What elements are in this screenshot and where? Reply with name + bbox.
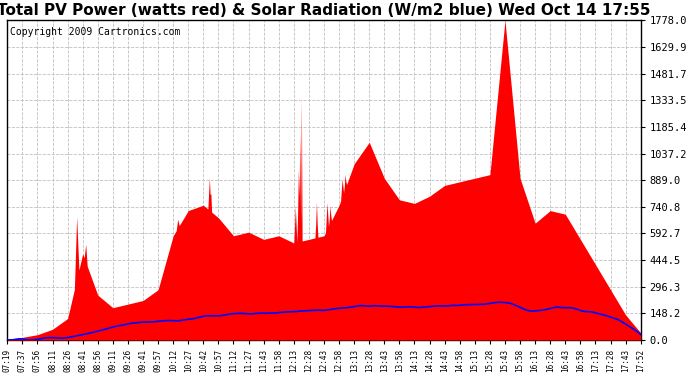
Title: Total PV Power (watts red) & Solar Radiation (W/m2 blue) Wed Oct 14 17:55: Total PV Power (watts red) & Solar Radia…	[0, 3, 651, 18]
Text: Copyright 2009 Cartronics.com: Copyright 2009 Cartronics.com	[10, 27, 181, 37]
